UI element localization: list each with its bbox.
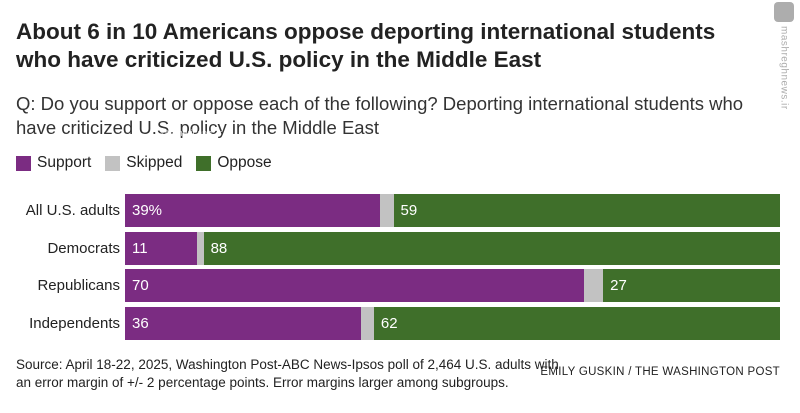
legend-swatch-support [16,155,31,171]
data-label: 62 [380,314,398,332]
source-note: Source: April 18-22, 2025, Washington Po… [16,357,559,390]
legend: Support Skipped Oppose [16,154,286,172]
stacked-bar-chart: All U.S. adults 39% 59 Democrats 11 88 Republi… [0,194,800,344]
watermark-logo-icon [774,2,794,22]
bar-segment-oppose: 62 [373,306,780,340]
bar-segment-oppose: 88 [203,231,780,265]
bar-segment-oppose: 59 [393,194,780,227]
bar-row: Independents 36 62 [0,306,800,340]
bar-row: Republicans 70 27 [0,269,800,302]
bar-segment-support: 70 [125,269,584,302]
legend-swatch-skipped [105,155,121,171]
bar-segment-skipped [380,194,394,227]
survey-question: Q: Do you support or oppose each of the … [16,93,744,138]
bar-segment-skipped [197,231,204,265]
data-label: 36 [132,314,149,332]
data-label: 59 [400,202,418,219]
bar-segment-support: 39% [125,194,381,227]
data-label: 39% [132,202,163,219]
bar-segment-skipped [360,306,374,340]
bar-segment-skipped [583,269,604,302]
data-label: 27 [610,277,627,294]
data-label: 11 [132,239,148,257]
data-label: 88 [210,239,228,257]
side-watermark: mashreghnews.ir [770,2,798,162]
bar-segment-oppose: 27 [603,269,780,302]
inline-watermark: @Americana_ir [160,128,223,138]
category-label: Independents [29,314,120,332]
legend-item-skipped: Skipped [105,154,182,172]
category-label: All U.S. adults [25,202,120,219]
bar-segment-support: 36 [125,306,361,340]
category-label: Democrats [47,239,120,257]
chart-title: About 6 in 10 Americans oppose deporting… [16,19,716,72]
bar-row: All U.S. adults 39% 59 [0,194,800,227]
legend-label-skipped: Skipped [126,154,183,171]
credit-line: EMILY GUSKIN / THE WASHINGTON POST [540,366,780,378]
bar-row: Democrats 11 88 [0,231,800,265]
side-watermark-text: mashreghnews.ir [778,26,790,110]
legend-item-support: Support [16,154,91,172]
bar-segment-support: 11 [125,231,198,265]
legend-label-support: Support [37,154,92,171]
legend-item-oppose: Oppose [196,154,272,172]
legend-swatch-oppose [196,155,212,171]
data-label: 70 [132,277,149,294]
category-label: Republicans [37,277,120,294]
legend-label-oppose: Oppose [217,154,272,171]
